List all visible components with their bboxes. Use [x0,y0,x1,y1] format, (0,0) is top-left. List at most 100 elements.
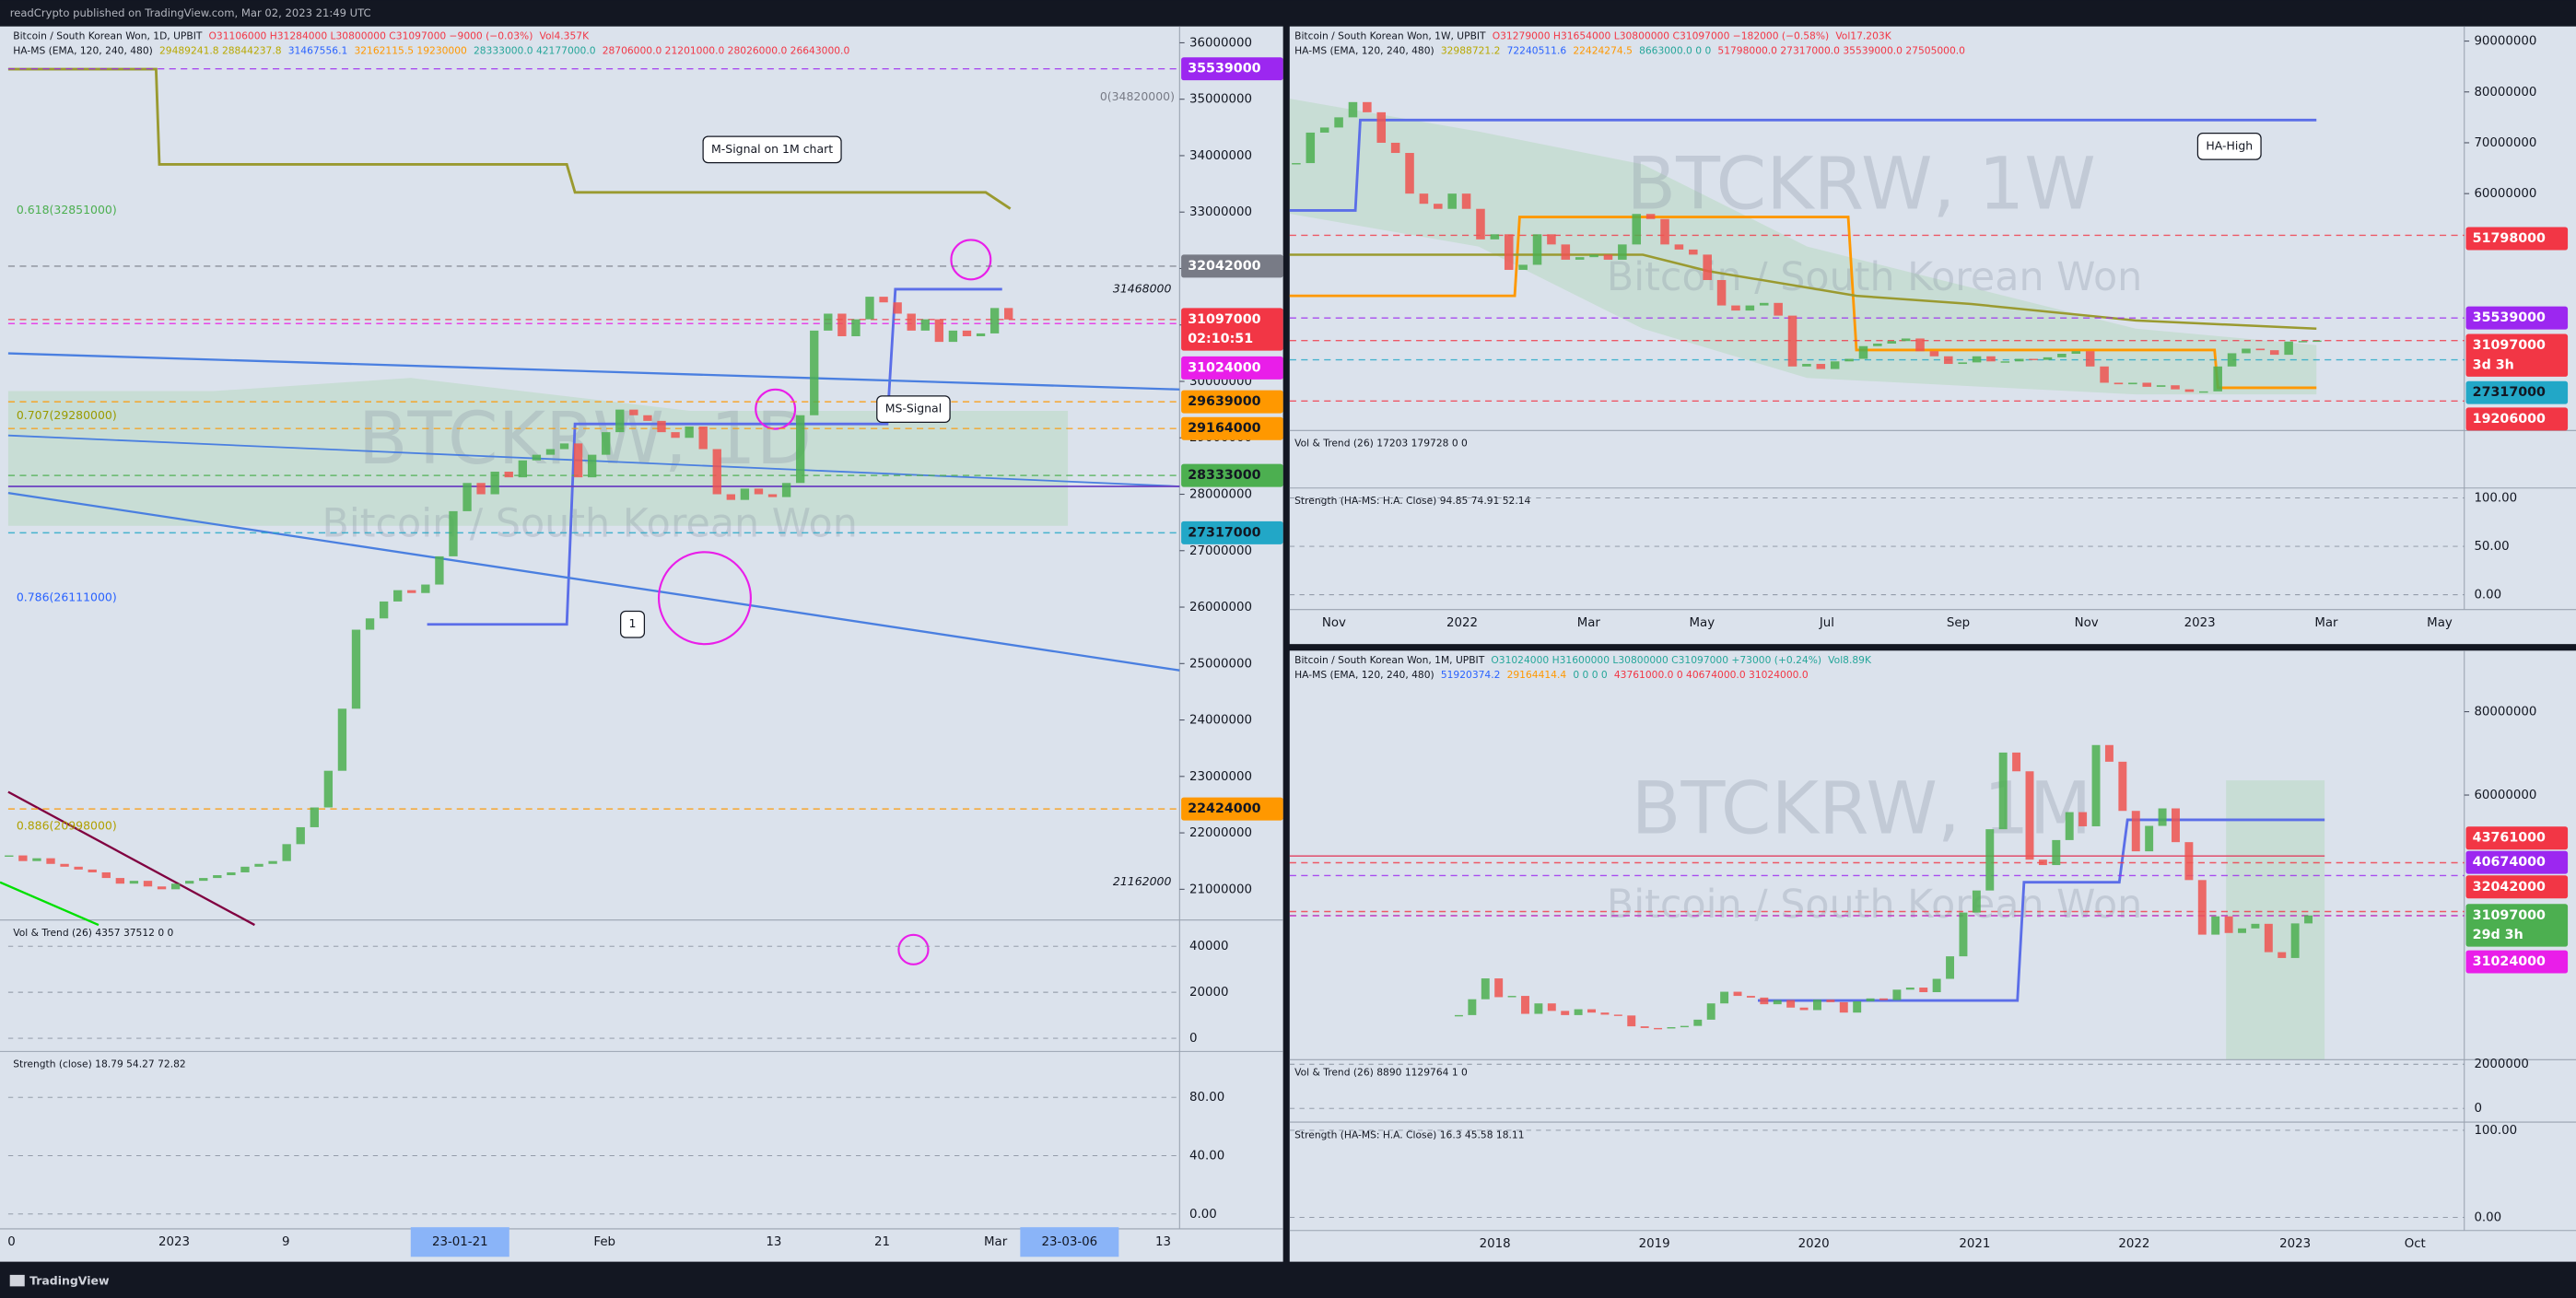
candle [1547,1003,1556,1012]
legend-text: O31024000 H31600000 L30800000 C31097000 … [1491,654,1821,666]
candle [2251,923,2260,929]
candle [1720,991,1729,1004]
indicator-tick-label: 0 [2474,1102,2482,1116]
candle [1004,308,1013,320]
indicator-legend: Strength (close) 18.79 54.27 72.82 [13,1058,185,1070]
panel-bg [0,26,1283,1262]
candle [476,483,486,495]
candle [795,415,805,484]
candle [268,860,277,864]
candle [2118,761,2127,812]
candle [1561,1011,1570,1015]
candle [1944,356,1953,365]
callout-box [620,610,646,638]
price-label-bg [1181,356,1283,380]
candle [1376,111,1387,143]
candle [1419,193,1429,205]
candle [18,855,28,861]
candle [1703,254,1712,280]
candle [948,330,958,343]
price-label-bg [2465,850,2569,874]
candle [1494,978,1504,998]
candle [1600,1012,1610,1015]
candle [2104,744,2113,762]
price-label: 43761000 [2473,831,2546,846]
indicator-line [0,881,100,927]
candle [143,881,153,887]
candle [185,881,194,884]
callout-text: HA-High [2206,138,2253,152]
candle [1627,1015,1636,1027]
candle [754,488,764,495]
legend-text: Bitcoin / South Korean Won, 1D, UPBIT [13,29,203,41]
legend-text: 51798000.0 27317000.0 35539000.0 2750500… [1717,44,1965,56]
candle [1613,1014,1622,1016]
candle [1905,988,1914,990]
candle [2277,952,2287,958]
candle [1405,153,1414,194]
level-annotation: 21162000 [1113,874,1172,888]
legend-text: 28706000.0 21201000.0 28026000.0 2664300… [603,44,850,56]
indicator-legend: Vol & Trend (26) 4357 37512 0 0 [13,927,173,939]
candle [629,409,638,415]
legend-text: 29164414.4 [1507,669,1567,681]
candle [851,319,861,336]
candle [1773,1000,1782,1005]
candle [1985,829,1995,891]
candle [2156,385,2166,387]
candle [310,807,319,827]
candle [962,330,972,336]
highlight-circle [950,239,992,281]
time-label: Mar [2314,616,2338,630]
candle [1733,991,1742,997]
candle [296,826,305,845]
watermark-name: Bitcoin / South Korean Won [322,500,858,546]
candle [685,427,694,439]
candle [115,878,125,884]
time-label: Oct [2405,1237,2426,1251]
candle [893,302,902,314]
candle [1892,989,1902,1000]
candle [1618,244,1627,260]
time-label: 2023 [2279,1237,2311,1251]
candle [1866,998,1875,1001]
candle [323,770,334,808]
candle [1434,204,1443,209]
candle [1689,249,1698,255]
candle [1292,163,1301,165]
time-label: 2020 [1798,1237,1830,1251]
candle [824,313,833,331]
y-tick-label: 80000000 [2474,706,2536,719]
candle [449,510,458,556]
price-label-bg [1181,520,1283,544]
candle [1972,356,1982,363]
indicator-tick-label: 0.00 [2474,1210,2501,1224]
candle [1946,956,1955,979]
candle [1587,1009,1596,1013]
logo-text: TradingView [29,1274,110,1288]
time-label: Feb [593,1235,615,1249]
candle [351,629,361,709]
indicator-legend: Vol & Trend (26) 8890 1129764 1 0 [1294,1067,1468,1079]
candle [379,601,389,619]
candle [1490,234,1500,240]
price-label-bg [2465,380,2569,404]
candle [1575,257,1585,260]
y-tick-label: 60000000 [2474,789,2536,802]
watermark-name: Bitcoin / South Korean Won [1607,882,2142,928]
price-label-bg [1181,308,1283,351]
price-label: 19206000 [2473,412,2546,427]
panel-bg [1289,26,2576,645]
candle [1645,214,1656,219]
indicator-legend: Strength (HA-MS: H.A. Close) 16.3 45.58 … [1294,1128,1524,1140]
candle [934,319,944,343]
indicator-tick-label: 20000 [1189,986,1229,1000]
price-label: 31024000 [1188,360,1260,375]
price-label-bg [1181,797,1283,821]
logo-mark [9,1274,25,1287]
chart-panel: BTCKRW, 1W Bitcoin / South Korean Won 6000… [1289,26,2576,645]
candle [1561,244,1571,260]
time-label: Nov [1322,616,1346,630]
indicator-line [7,67,1012,210]
time-label: 2022 [2118,1237,2149,1251]
